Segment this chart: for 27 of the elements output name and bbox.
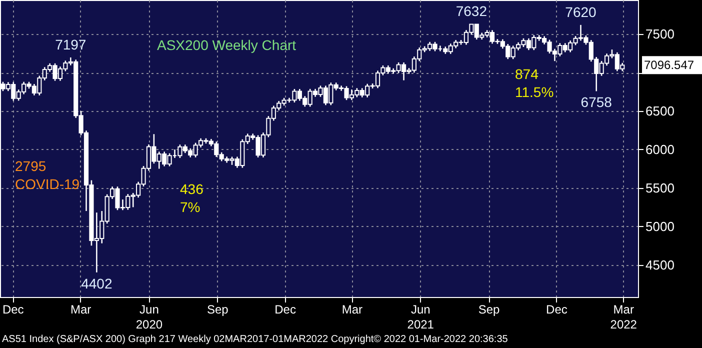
annotation: 7620 — [565, 4, 597, 20]
annotation: 7632 — [456, 2, 488, 19]
x-tick-label: Dec — [546, 302, 568, 316]
x-tick-label: Jun 2021 — [407, 302, 434, 332]
x-tick-label: Dec — [2, 302, 24, 316]
annotation: 2795 COVID-19 — [15, 158, 80, 192]
x-tick-label: Dec — [274, 302, 296, 316]
y-tick-label: 4500 — [646, 257, 674, 272]
y-tick-label: 5000 — [646, 218, 674, 234]
x-tick-label: Sep — [478, 302, 500, 316]
text: ASX200 Weekly Chart — [157, 37, 296, 53]
text: 7096.547 — [644, 58, 694, 72]
x-tick-label: Jun 2020 — [136, 302, 163, 332]
y-tick-label: 6500 — [646, 104, 674, 119]
x-tick-label: Mar — [70, 302, 92, 316]
x-tick-label: Mar 2022 — [610, 302, 638, 332]
x-tick-label: Sep — [206, 302, 229, 316]
text: AS51 Index (S&P/ASX 200) Graph 217 Weekly 02MAR2017-01MAR2022 Copyright© 2022 01-Mar-2022 20:36:35 — [2, 334, 508, 345]
y-tick-label: 7500 — [646, 26, 674, 42]
y-tick-label: 5500 — [646, 180, 674, 196]
annotation: 7197 — [55, 36, 86, 52]
annotation: 6758 — [580, 94, 612, 110]
annotation: 874 11.5% — [515, 66, 554, 100]
y-tick-label: 6000 — [646, 142, 674, 157]
x-tick-label: Mar — [342, 302, 363, 316]
annotation: 436 7% — [180, 181, 204, 215]
annotation: 4402 — [81, 275, 112, 292]
